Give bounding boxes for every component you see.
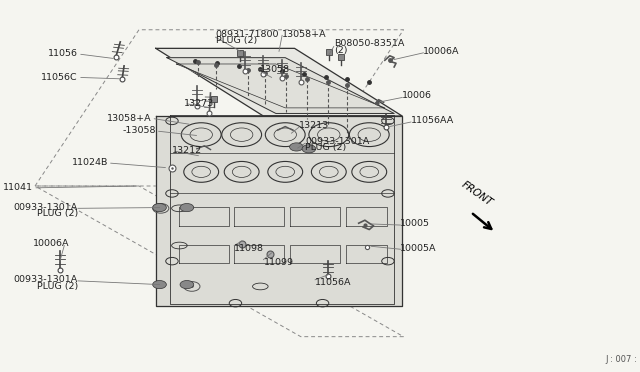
Text: 00933-1301A: 00933-1301A: [13, 203, 78, 212]
Polygon shape: [156, 116, 403, 306]
Text: 13058+A: 13058+A: [282, 30, 327, 39]
Text: B08050-8351A: B08050-8351A: [334, 39, 404, 48]
Text: 00933-1301A: 00933-1301A: [305, 137, 369, 146]
Text: -13058: -13058: [122, 126, 156, 135]
Text: PLUG (2): PLUG (2): [216, 36, 257, 45]
Text: PLUG (2): PLUG (2): [36, 282, 78, 291]
Text: PLUG (2): PLUG (2): [305, 143, 346, 152]
Polygon shape: [167, 58, 394, 113]
Circle shape: [153, 280, 166, 289]
Text: PLUG (2): PLUG (2): [36, 209, 78, 218]
Text: 13058: 13058: [260, 65, 291, 74]
Text: 10005A: 10005A: [401, 244, 437, 253]
Circle shape: [180, 280, 194, 289]
Text: 11056AA: 11056AA: [411, 116, 454, 125]
Text: 00933-1301A: 00933-1301A: [13, 275, 78, 284]
Text: 10006: 10006: [403, 92, 432, 100]
Text: 13058+A: 13058+A: [107, 114, 152, 123]
Text: J : 007 :: J : 007 :: [605, 355, 637, 364]
Text: 08931-71800: 08931-71800: [216, 30, 279, 39]
Circle shape: [153, 203, 166, 212]
Text: 10005: 10005: [401, 219, 430, 228]
Text: 11056A: 11056A: [315, 278, 351, 287]
Circle shape: [180, 203, 194, 212]
Text: 10006A: 10006A: [33, 239, 70, 248]
Text: 11041: 11041: [3, 183, 33, 192]
Text: 13212: 13212: [172, 146, 202, 155]
Text: 11099: 11099: [264, 258, 294, 267]
Text: 11024B: 11024B: [72, 158, 108, 167]
Circle shape: [302, 145, 316, 153]
Text: 13213: 13213: [299, 121, 329, 130]
Text: (2): (2): [334, 46, 348, 55]
Text: 11056: 11056: [48, 49, 78, 58]
Text: 13273: 13273: [184, 99, 214, 108]
Text: FRONT: FRONT: [460, 180, 494, 208]
Polygon shape: [156, 48, 403, 116]
Circle shape: [289, 143, 303, 151]
Text: 11056C: 11056C: [42, 73, 78, 82]
Text: 10006A: 10006A: [424, 47, 460, 56]
Text: 11098: 11098: [234, 244, 264, 253]
